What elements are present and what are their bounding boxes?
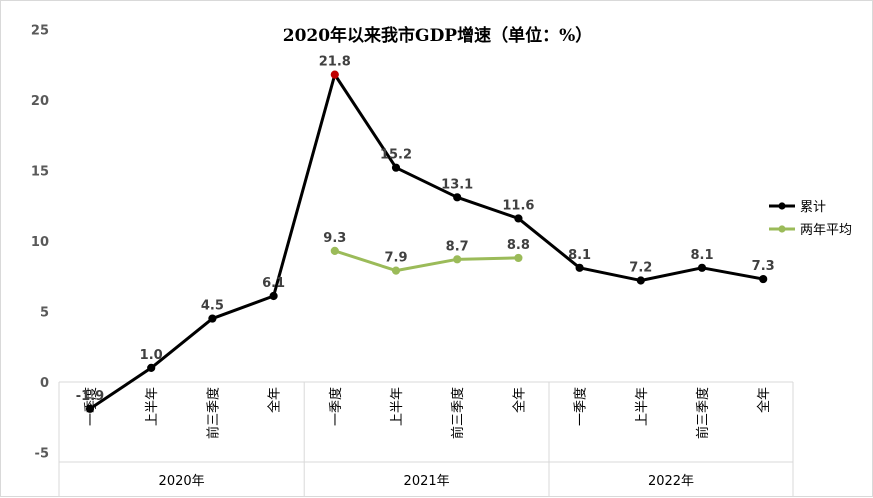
year-group-label: 2021年: [404, 474, 450, 489]
y-tick-label: 20: [31, 94, 49, 109]
data-label: 7.2: [629, 260, 652, 275]
data-point: [269, 291, 278, 301]
data-point: [636, 276, 645, 285]
data-label: 8.1: [568, 248, 591, 263]
x-category-label: 一季度: [328, 387, 344, 426]
y-tick-label: 0: [40, 376, 49, 391]
data-point: [391, 163, 401, 172]
x-category-label: 前三季度: [450, 387, 466, 439]
data-label: 7.3: [752, 259, 775, 274]
data-point: [514, 253, 523, 263]
data-point: [330, 70, 339, 79]
data-label: -1.9: [76, 389, 104, 404]
data-label: 1.0: [140, 348, 163, 363]
y-tick-label: -5: [35, 447, 49, 462]
x-category-label: 一季度: [573, 387, 589, 426]
data-point: [391, 266, 401, 275]
data-label: 6.1: [262, 276, 285, 291]
x-category-label: 前三季度: [695, 387, 711, 439]
y-tick-label: 15: [31, 165, 49, 180]
data-point: [697, 263, 707, 272]
data-label: 13.1: [441, 177, 473, 192]
x-category-label: 全年: [267, 387, 283, 413]
y-tick-label: 10: [31, 235, 49, 250]
data-label: 8.1: [690, 248, 713, 263]
data-point: [453, 255, 462, 264]
year-group-label: 2020年: [159, 474, 205, 489]
data-point: [208, 314, 217, 323]
x-category-label: 前三季度: [205, 387, 221, 439]
x-category-label: 上半年: [145, 387, 160, 426]
series-line: [89, 73, 764, 411]
chart-title: 2020年以来我市GDP增速（单位：%）: [282, 26, 593, 46]
series-line: [334, 249, 519, 273]
data-label: 4.5: [201, 299, 224, 314]
data-point: [759, 274, 768, 284]
x-category-label: 全年: [511, 387, 527, 413]
data-point: [85, 404, 95, 413]
data-label: 9.3: [323, 231, 346, 246]
legend-swatch-marker: [778, 225, 786, 233]
legend-entry: 两年平均: [800, 223, 852, 238]
data-label: 15.2: [380, 148, 412, 163]
x-category-label: 上半年: [390, 387, 405, 426]
x-category-label: 上半年: [635, 387, 650, 426]
legend-entry: 累计: [800, 200, 826, 215]
data-point: [147, 363, 156, 372]
data-label: 21.8: [319, 55, 351, 70]
x-category-label: 全年: [756, 387, 772, 413]
data-label: 11.6: [502, 198, 534, 213]
data-label: 8.8: [507, 238, 530, 253]
data-point: [453, 193, 462, 202]
y-tick-label: 25: [31, 24, 49, 39]
data-point: [575, 263, 584, 272]
year-group-label: 2022年: [648, 474, 694, 489]
data-point: [514, 214, 523, 223]
data-point: [330, 246, 339, 255]
data-label: 7.9: [384, 251, 407, 266]
y-tick-label: 5: [40, 306, 49, 321]
data-label: 8.7: [446, 239, 469, 254]
legend-swatch-marker: [778, 202, 786, 210]
